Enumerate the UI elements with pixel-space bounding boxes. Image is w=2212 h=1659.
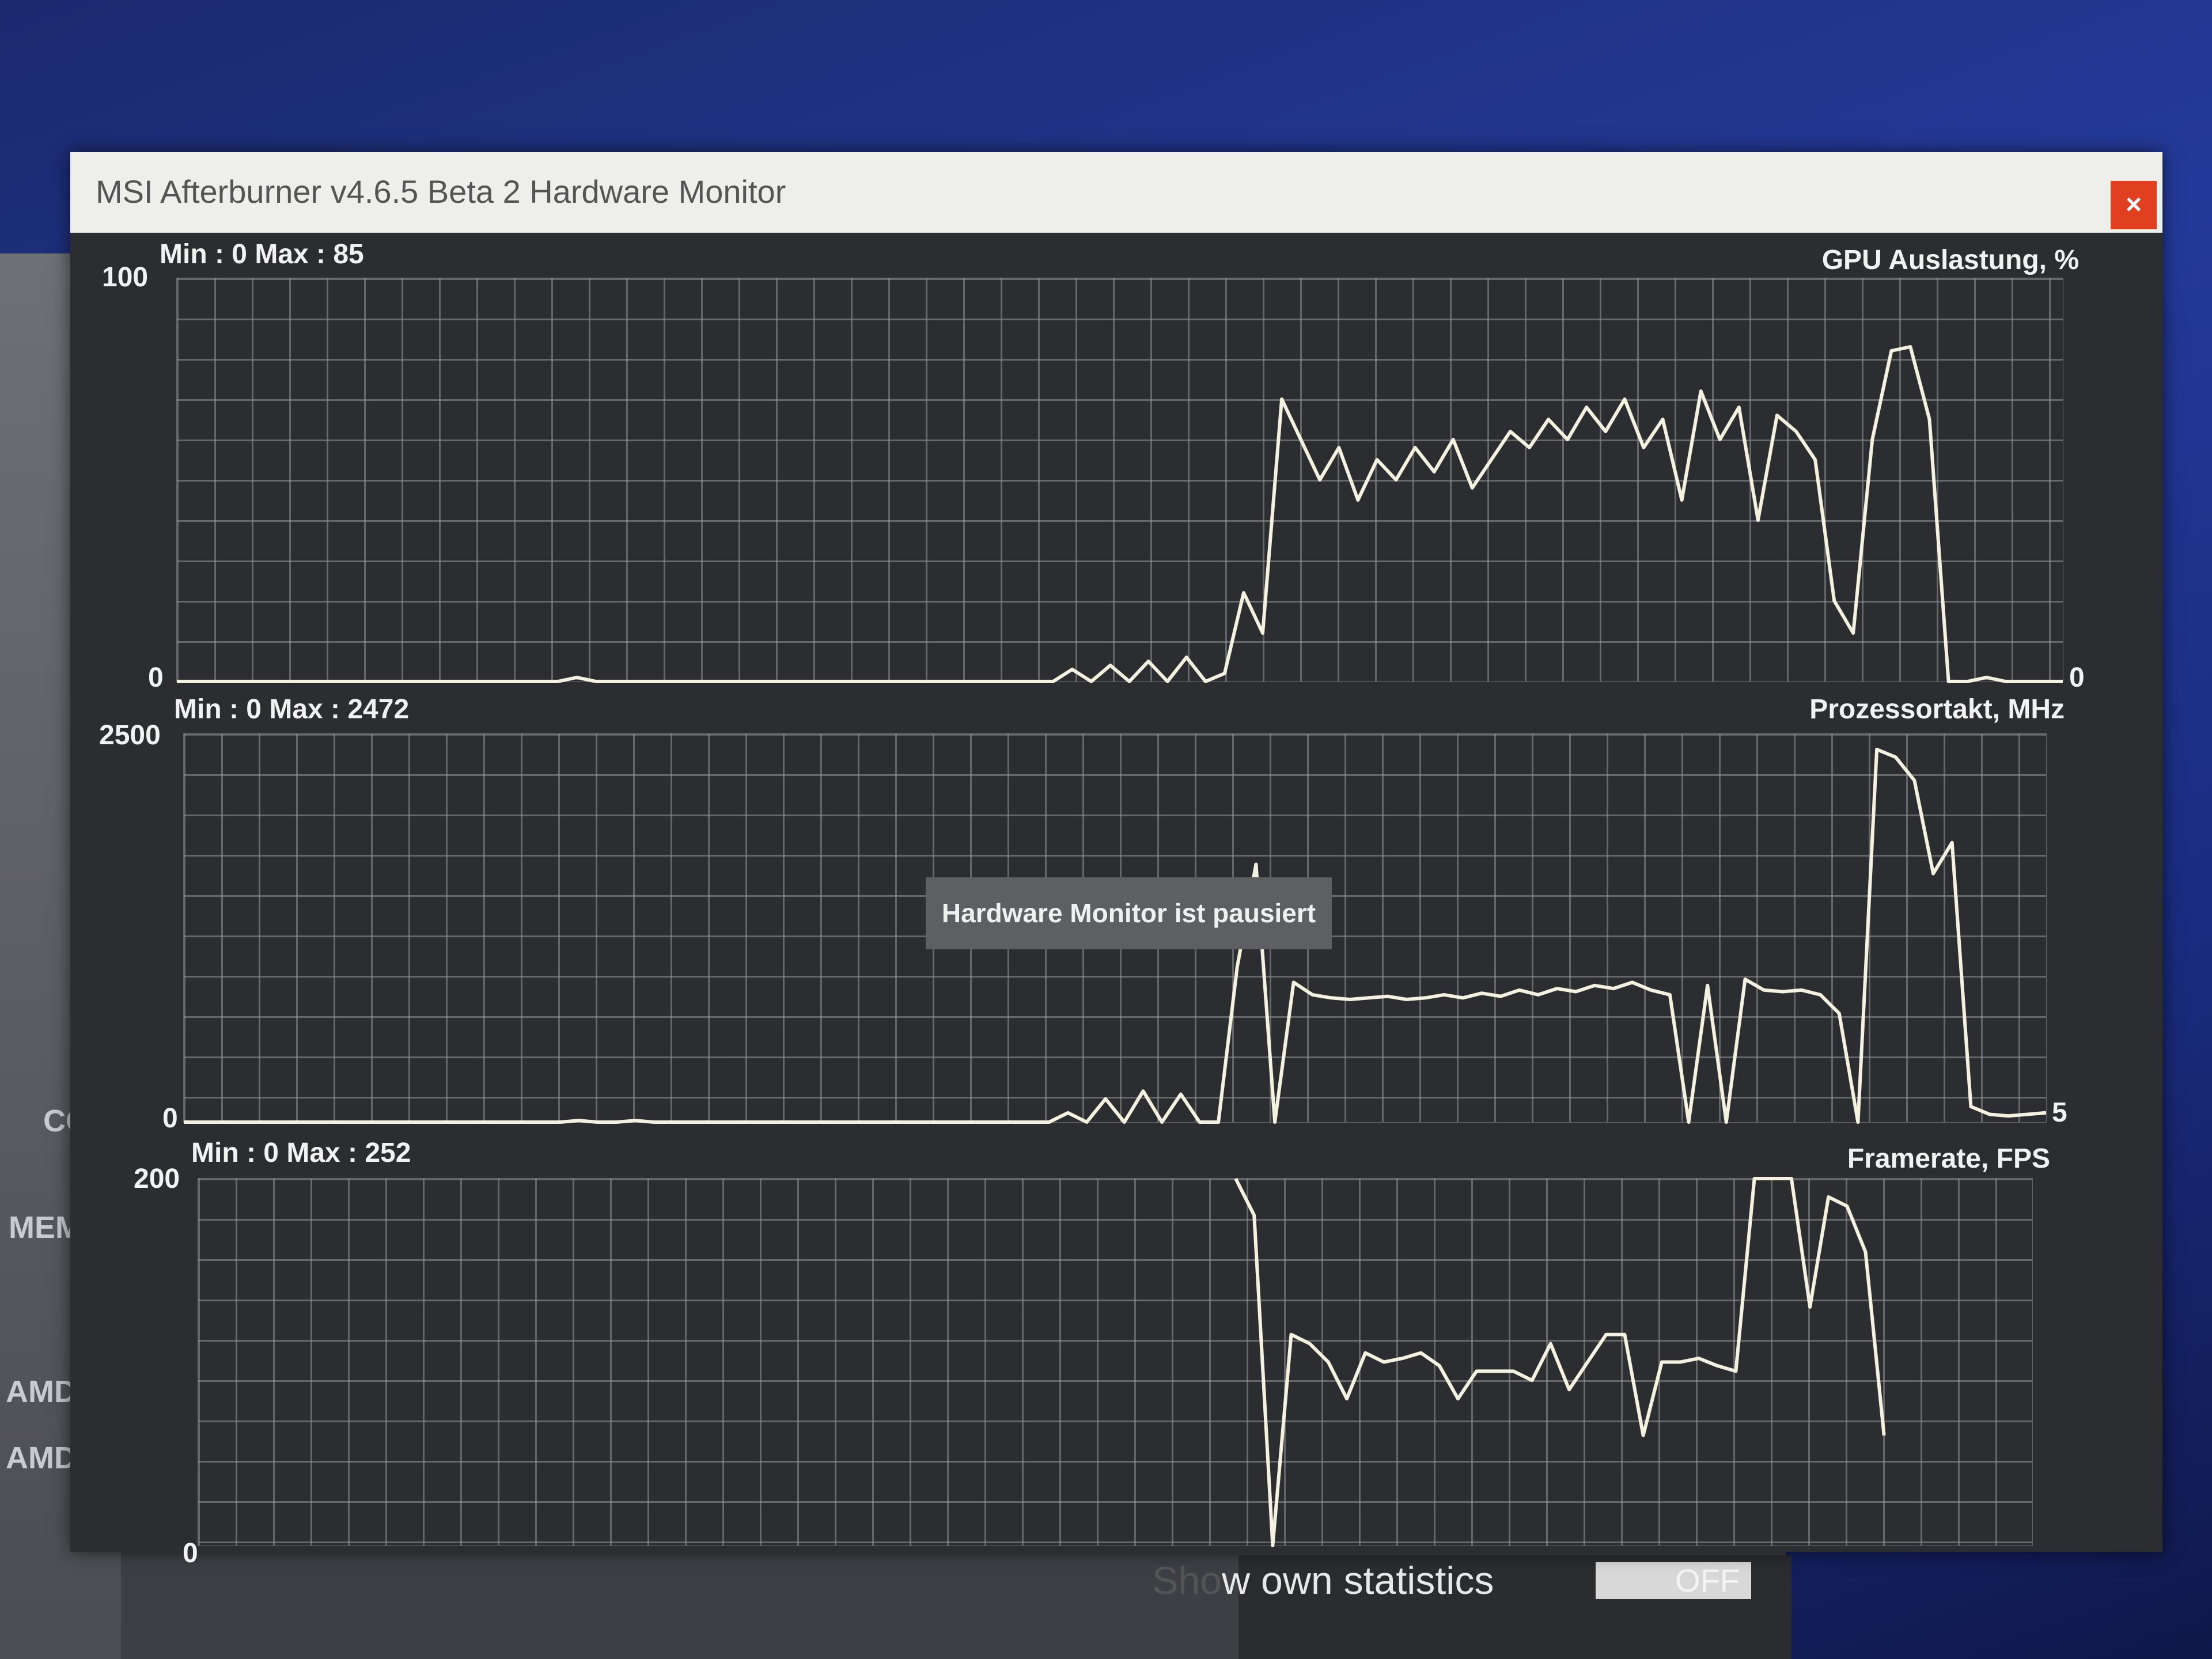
show-own-statistics-label: Show own statistics — [1152, 1558, 1494, 1603]
series-line — [177, 345, 2063, 683]
clock-y-right: 5 — [2052, 1097, 2067, 1128]
gpu-y-bottom: 0 — [148, 662, 164, 693]
fps-y-top: 200 — [134, 1164, 180, 1194]
fps-minmax: Min : 0 Max : 252 — [191, 1138, 411, 1168]
clock-y-top: 2500 — [99, 720, 161, 751]
clock-y-bottom: 0 — [162, 1103, 178, 1134]
series-line — [184, 748, 2047, 1124]
fps-y-bottom: 0 — [183, 1538, 198, 1569]
gpu-usage-graph[interactable] — [176, 278, 2063, 683]
series-plot — [177, 345, 2063, 683]
hardware-monitor-window: MSI Afterburner v4.6.5 Beta 2 Hardware M… — [70, 152, 2162, 1569]
paused-tooltip: Hardware Monitor ist pausiert — [926, 877, 1332, 949]
close-button[interactable]: × — [2111, 181, 2157, 229]
clock-minmax: Min : 0 Max : 2472 — [174, 694, 410, 725]
series-line — [1234, 1177, 1886, 1547]
clock-title: Prozessortakt, MHz — [1809, 694, 2065, 725]
title-bar[interactable]: MSI Afterburner v4.6.5 Beta 2 Hardware M… — [70, 152, 2162, 233]
window-title: MSI Afterburner v4.6.5 Beta 2 Hardware M… — [96, 173, 786, 210]
gpu-y-right: 0 — [2069, 662, 2085, 693]
series-plot — [1234, 1177, 1886, 1547]
statistics-label-hidden-part: Sho — [1152, 1559, 1222, 1603]
fps-title: Framerate, FPS — [1847, 1143, 2050, 1174]
series-plot — [184, 748, 2047, 1124]
statistics-label-text: w own statistics — [1222, 1559, 1494, 1603]
bg-label-mem: MEM — [9, 1210, 81, 1245]
statistics-toggle[interactable]: OFF — [1596, 1562, 1751, 1599]
gpu-y-top: 100 — [102, 262, 149, 293]
gpu-title: GPU Auslastung, % — [1821, 245, 2079, 275]
framerate-graph[interactable] — [198, 1177, 2033, 1547]
gpu-minmax: Min : 0 Max : 85 — [160, 239, 364, 270]
processor-clock-graph[interactable] — [183, 733, 2047, 1124]
